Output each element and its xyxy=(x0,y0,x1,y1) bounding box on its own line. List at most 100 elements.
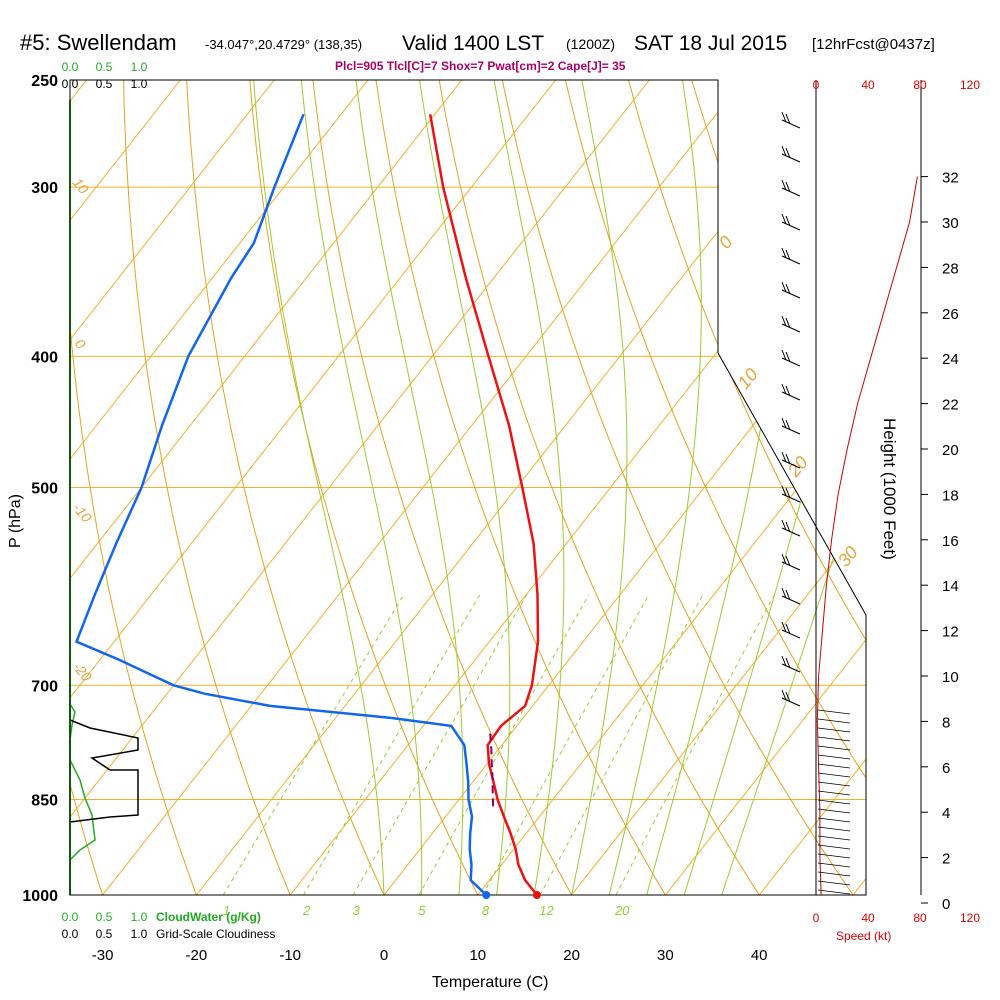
height-tick-label: 30 xyxy=(942,215,959,232)
height-tick-label: 8 xyxy=(942,714,950,731)
mixing-ratio-line xyxy=(539,594,704,895)
wind-barb xyxy=(817,709,851,715)
dry-adiabat-line xyxy=(309,80,573,895)
height-tick-label: 20 xyxy=(942,442,959,459)
x-tick-label: 20 xyxy=(563,947,580,964)
wind-barb xyxy=(781,655,801,673)
wind-barb xyxy=(817,826,851,832)
plot-frame xyxy=(69,79,922,896)
cloudwater-tick-bottom: 0.5 xyxy=(96,910,113,924)
speed-tick-bottom: 80 xyxy=(913,911,927,925)
wind-barb xyxy=(817,790,851,796)
height-tick-label: 2 xyxy=(942,851,950,868)
wind-barb xyxy=(817,853,851,859)
speed-tick-bottom: 40 xyxy=(861,911,875,925)
surface-dewpoint-point xyxy=(482,891,491,899)
mixing-ratio-label: 5 xyxy=(418,903,426,918)
height-tick-label: 24 xyxy=(942,351,959,368)
height-tick-label: 26 xyxy=(942,306,959,323)
valid-time: Valid 1400 LST xyxy=(402,32,544,55)
height-tick-label: 18 xyxy=(942,487,959,504)
moist-adiabat-line xyxy=(721,80,866,895)
wind-barb xyxy=(781,485,801,503)
height-tick-label: 10 xyxy=(942,669,959,686)
dry-adiabat-line xyxy=(122,80,291,895)
wind-barb xyxy=(781,111,801,129)
wind-barb xyxy=(781,145,801,163)
moist-adiabat-line xyxy=(352,80,464,895)
dry-adiabat-line xyxy=(497,80,854,895)
mixing-ratio-line xyxy=(418,594,590,895)
wind-barb xyxy=(817,817,851,823)
dry-adiabat-line xyxy=(372,80,666,895)
cloudiness-tick-top: 0.0 xyxy=(62,77,79,91)
isotherm-line xyxy=(852,80,866,895)
p-tick-label: 700 xyxy=(31,678,58,695)
cloudiness-tick-bottom: 1.0 xyxy=(131,927,148,941)
height-tick-label: 12 xyxy=(942,624,959,641)
wind-barb xyxy=(817,727,851,733)
y-axis-title: P (hPa) xyxy=(7,494,24,548)
wind-barb xyxy=(781,179,801,197)
wind-barb xyxy=(817,862,851,868)
dry-adiabat-line xyxy=(247,80,479,895)
height-tick-label: 28 xyxy=(942,260,959,277)
wind-barb xyxy=(781,587,801,605)
speed-tick-top: 80 xyxy=(913,78,927,92)
cloudwater-title: CloudWater (g/Kg) xyxy=(156,910,261,924)
mixing-ratio-line xyxy=(482,594,650,895)
header: #5: Swellendam -34.047°,20.4729° (138,35… xyxy=(20,30,935,73)
mixing-ratio-label: 20 xyxy=(614,903,630,918)
isotherm-line xyxy=(70,80,275,895)
x-tick-label: -10 xyxy=(279,947,301,964)
height-tick-label: 4 xyxy=(942,805,950,822)
station-title: #5: Swellendam xyxy=(20,30,177,55)
p-tick-label: 850 xyxy=(31,792,58,809)
cloudiness-tick-top: 1.0 xyxy=(131,77,148,91)
wind-barb xyxy=(781,689,801,707)
dry-adiabat-line xyxy=(70,80,197,895)
moist-adiabat-line xyxy=(298,80,423,895)
cloudwater-tick-top: 0.5 xyxy=(96,60,113,74)
cloudwater-tick-top: 0.0 xyxy=(62,60,79,74)
parcel-line xyxy=(489,733,495,807)
cloudwater-tick-top: 1.0 xyxy=(131,60,148,74)
mixing-ratio-label: 12 xyxy=(539,903,554,918)
dry-adiabat-line xyxy=(434,80,760,895)
wind-barb xyxy=(817,736,851,742)
wind-barb xyxy=(817,880,851,886)
x-axis-title: Temperature (C) xyxy=(432,974,548,991)
wind-barb xyxy=(817,745,851,751)
plot-frame-outline xyxy=(69,79,867,896)
wind-speed-panel xyxy=(816,176,918,895)
p-tick-label: 400 xyxy=(31,349,58,366)
mixing-ratio-label: 2 xyxy=(302,903,311,918)
speed-tick-top: 0 xyxy=(813,78,820,92)
dewpoint-line xyxy=(74,113,488,896)
plot-lines-clipped xyxy=(70,80,866,895)
isotherm-label: -20 xyxy=(70,659,95,685)
p-tick-label: 250 xyxy=(31,73,58,90)
isotherm-label: -10 xyxy=(70,500,95,526)
x-tick-label: 40 xyxy=(751,947,768,964)
isotherm-line xyxy=(758,80,866,895)
speed-tick-bottom: 120 xyxy=(960,911,980,925)
dry-adiabat-line xyxy=(70,80,104,895)
x-tick-label: 30 xyxy=(657,947,674,964)
wind-barb xyxy=(781,247,801,265)
cloudiness-tick-bottom: 0.5 xyxy=(96,927,113,941)
mixing-ratio-label: 1 xyxy=(223,903,230,918)
wind-barb xyxy=(817,754,851,760)
dry-adiabat-line xyxy=(746,80,866,895)
speed-axis-title: Speed (kt) xyxy=(836,929,891,943)
station-coords: -34.047°,20.4729° (138,35) xyxy=(205,37,362,52)
wind-barb xyxy=(817,718,851,724)
wind-barb xyxy=(781,553,801,571)
wind-barb xyxy=(781,519,801,537)
isotherm-label: 10 xyxy=(70,175,92,197)
p-tick-label: 300 xyxy=(31,180,58,197)
x-tick-label: -20 xyxy=(186,947,208,964)
wind-barb xyxy=(817,763,851,769)
wind-barb xyxy=(781,621,801,639)
wind-barb xyxy=(817,871,851,877)
